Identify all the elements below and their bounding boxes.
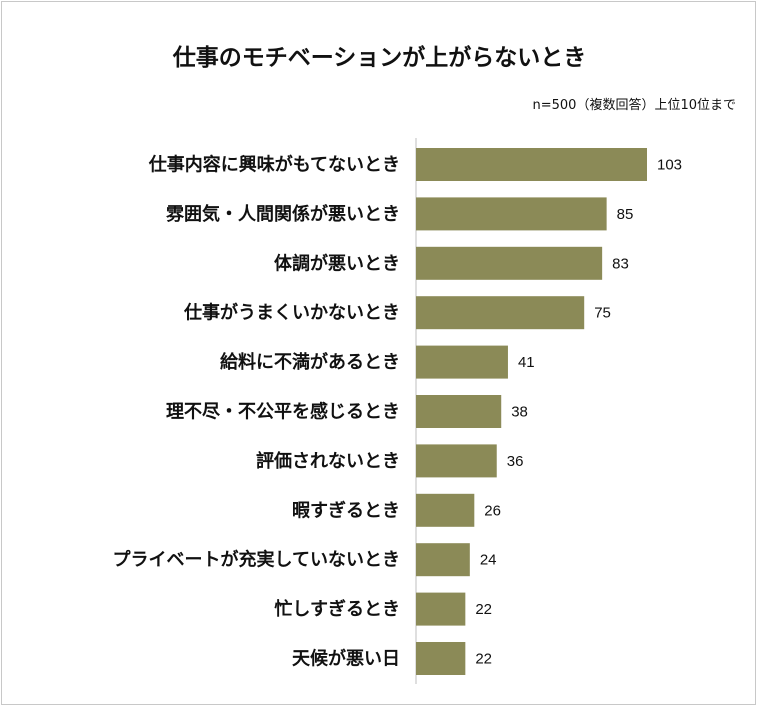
bar-5 <box>416 395 502 428</box>
category-label-8: プライベートが充実していないとき <box>113 549 400 571</box>
bar-4 <box>416 345 508 379</box>
chart-title: 仕事のモチベーションが上がらないとき <box>172 45 587 71</box>
bar-0 <box>416 148 647 181</box>
value-label-10: 22 <box>475 651 492 668</box>
bar-3 <box>416 296 585 330</box>
bar-9 <box>416 592 466 626</box>
value-label-7: 26 <box>484 502 501 519</box>
category-label-4: 給料に不満があるとき <box>220 351 400 373</box>
value-label-1: 85 <box>617 206 634 223</box>
value-label-9: 22 <box>475 601 492 618</box>
category-label-10: 天候が悪い日 <box>292 648 400 670</box>
category-label-9: 忙しすぎるとき <box>274 598 400 620</box>
value-label-5: 38 <box>511 404 528 421</box>
category-label-7: 暇すぎるとき <box>292 499 400 521</box>
bar-2 <box>416 246 603 280</box>
category-label-0: 仕事内容に興味がもてないとき <box>148 154 400 176</box>
bar-8 <box>416 543 470 577</box>
value-label-4: 41 <box>518 354 535 371</box>
bar-7 <box>416 493 475 527</box>
bar-6 <box>416 444 497 478</box>
category-label-6: 評価されないとき <box>256 450 400 472</box>
chart-subtitle: n=500（複数回答）上位10位まで <box>532 98 737 113</box>
category-label-5: 理不尽・不公平を感じるとき <box>166 401 400 423</box>
category-label-3: 仕事がうまくいかないとき <box>183 302 400 324</box>
bar-10 <box>416 642 466 675</box>
value-label-2: 83 <box>612 255 629 272</box>
value-label-0: 103 <box>657 157 682 174</box>
value-label-3: 75 <box>594 305 611 322</box>
category-label-1: 雰囲気・人間関係が悪いとき <box>166 203 400 225</box>
category-label-2: 体調が悪いとき <box>274 252 400 274</box>
value-label-8: 24 <box>480 552 497 569</box>
bar-1 <box>416 197 607 231</box>
value-label-6: 36 <box>507 453 524 470</box>
